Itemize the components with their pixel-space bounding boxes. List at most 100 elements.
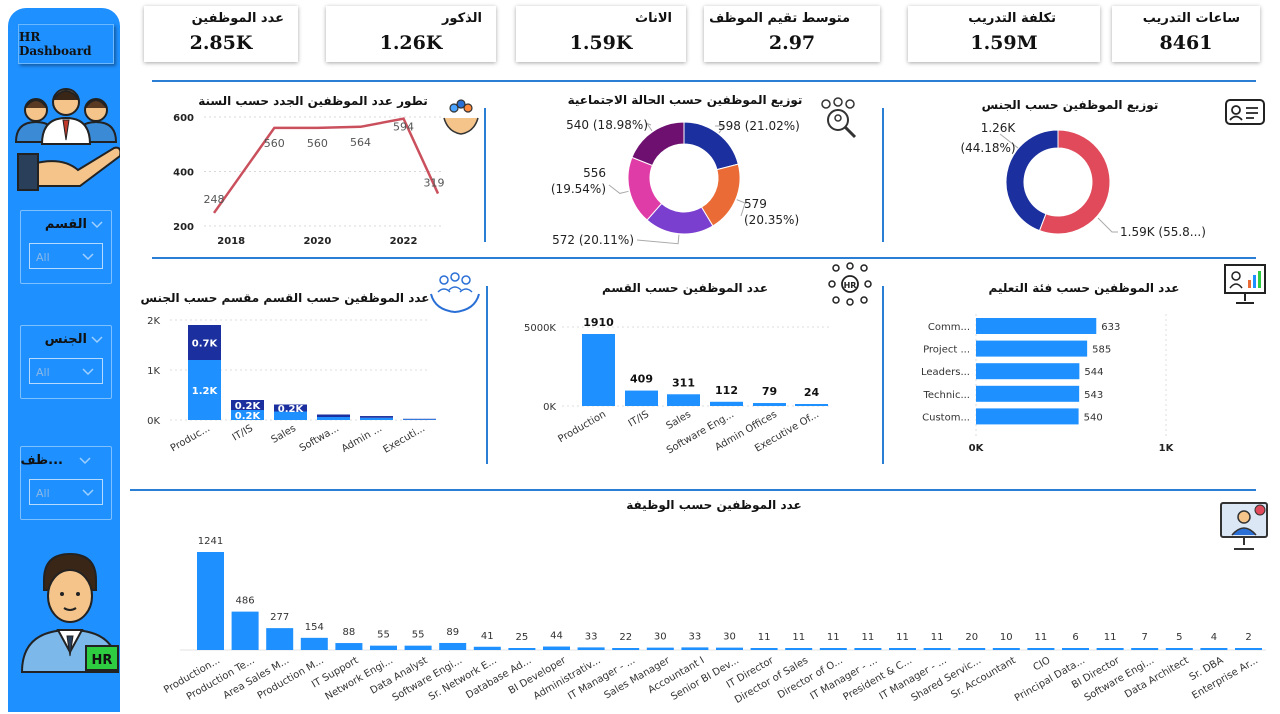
bar-segment: [274, 404, 307, 412]
y-tick-label: Project ...: [923, 345, 970, 356]
bar: [976, 318, 1097, 334]
divider: [130, 489, 1256, 491]
x-tick-label: 2018: [217, 236, 245, 247]
bar: [625, 390, 658, 406]
y-tick-label: Comm...: [928, 322, 970, 333]
data-label: 0.2K: [235, 401, 262, 412]
bar: [612, 648, 640, 650]
people-search-icon: [821, 97, 857, 139]
slice-label: 1.26K (44.18%): [960, 121, 1016, 155]
slicer-department[interactable]: القسم All: [20, 210, 112, 284]
x-tick-label: IT/IS: [231, 423, 255, 443]
data-label: 633: [1101, 322, 1120, 333]
chevron-down-icon[interactable]: [89, 332, 105, 346]
data-label: 585: [1092, 345, 1111, 356]
data-label: 33: [585, 631, 598, 642]
id-card-icon: [1225, 99, 1265, 125]
divider: [152, 257, 1256, 259]
data-label: 41: [481, 631, 494, 642]
hr-network-icon: HR: [828, 262, 872, 306]
data-label: 560: [307, 137, 328, 150]
data-label: 277: [270, 612, 289, 623]
divider: [152, 80, 1256, 82]
team-hand-icon: [14, 88, 120, 191]
bar: [473, 646, 501, 650]
data-label: 55: [377, 630, 390, 641]
slicer-gender[interactable]: الجنس All: [20, 325, 112, 399]
data-label: 560: [264, 137, 285, 150]
slicer-job-dropdown[interactable]: All: [29, 479, 103, 505]
bar: [577, 647, 605, 650]
x-tick-label: Sales: [269, 423, 298, 446]
data-label: 11: [792, 632, 805, 643]
slicer-department-dropdown[interactable]: All: [29, 243, 103, 269]
leader-line: [736, 199, 746, 217]
divider: [486, 286, 488, 464]
data-label: 6: [1072, 632, 1078, 643]
y-tick-label: 5000K: [524, 323, 556, 334]
bar-segment: [317, 417, 350, 420]
data-label: 0.2K: [235, 411, 262, 422]
gender-chart: توزيع الموظفين حسب الجنس 1.59K (55.8...)…: [960, 98, 1206, 239]
by-department-chart: عدد الموظفين حسب القسم 5000K 0K 1910 Produc…: [524, 281, 830, 457]
x-tick-label: Produc...: [169, 423, 212, 454]
x-tick-label: Admin ...: [340, 423, 384, 455]
data-label: 24: [804, 386, 820, 399]
bar: [976, 408, 1079, 425]
data-label: 22: [619, 632, 632, 643]
kpi-employees: عدد الموظفين 2.85K: [144, 6, 298, 62]
data-label: 20: [965, 632, 978, 643]
sidebar: HR Dashboard القسم All الجنس All ظف...: [8, 8, 120, 712]
bar: [543, 646, 570, 650]
x-tick-label: Production: [556, 409, 608, 445]
online-meeting-icon: [1220, 502, 1268, 550]
kpi-females: الاناث 1.59K: [516, 6, 686, 62]
data-label: 409: [630, 373, 653, 386]
slicer-job[interactable]: ظف... All: [20, 446, 112, 520]
x-tick-label: CIO: [1031, 655, 1052, 673]
y-tick-label: 400: [173, 168, 194, 179]
data-label: 11: [862, 632, 875, 643]
hands-team-icon: [443, 99, 479, 135]
leader-line: [1097, 217, 1118, 233]
bar: [439, 642, 467, 650]
by-job-chart: عدد الموظفين حسب الوظيفة 1241Production.…: [162, 498, 1266, 706]
bar: [646, 647, 674, 650]
leader-line: [714, 125, 726, 134]
x-tick-label: 0K: [969, 443, 985, 454]
x-tick-label: 2020: [303, 236, 331, 247]
bar-segment: [360, 417, 393, 420]
data-label: 112: [715, 384, 738, 397]
kpi-avg-rating: متوسط تقيم الموظف 2.97: [704, 6, 880, 62]
bar: [785, 648, 813, 650]
bar: [266, 628, 294, 650]
data-label: 11: [827, 632, 840, 643]
chevron-down-icon[interactable]: [89, 217, 105, 231]
y-tick-label: 1K: [147, 366, 160, 377]
bar: [854, 648, 882, 650]
chart-title: تطور عدد الموظفين الجدد حسب السنة: [198, 94, 428, 109]
bar-segment: [231, 400, 264, 410]
data-label: 11: [758, 632, 771, 643]
data-label: 543: [1084, 390, 1103, 401]
pie-slice: [631, 121, 685, 167]
y-tick-label: Custom...: [922, 412, 970, 423]
slicer-gender-dropdown[interactable]: All: [29, 358, 103, 384]
dashboard-title: HR Dashboard: [18, 24, 114, 64]
leader-line: [999, 133, 1019, 149]
bar: [1062, 648, 1089, 650]
data-label: 44: [550, 631, 563, 642]
bar: [370, 645, 397, 650]
data-label: 11: [1035, 632, 1048, 643]
data-label: 544: [1084, 367, 1103, 378]
chevron-down-icon[interactable]: [77, 453, 93, 467]
bar-segment: [403, 419, 436, 420]
y-tick-label: 200: [173, 222, 194, 233]
bar: [300, 637, 328, 650]
bar: [923, 648, 951, 650]
slice-label: 572 (20.11%): [552, 233, 634, 247]
bar: [231, 611, 259, 650]
bar: [958, 648, 986, 650]
data-label: 0.7K: [192, 339, 219, 350]
data-label: 30: [654, 632, 667, 643]
